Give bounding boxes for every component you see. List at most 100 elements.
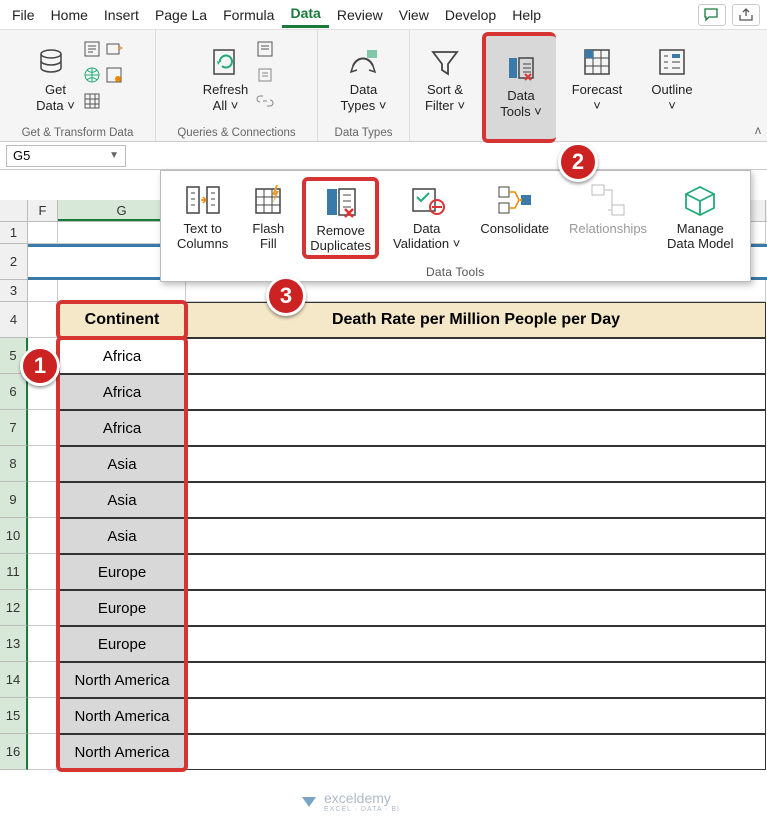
from-text-icon[interactable] [81,38,103,60]
menu-pagelayout[interactable]: Page La [147,3,215,27]
comments-icon[interactable] [698,4,726,26]
cell-g6[interactable]: Africa [58,374,186,410]
spreadsheet-grid: F G H 1 2 3 4 5 6 7 8 9 10 11 12 13 14 1… [0,200,767,821]
from-table-icon[interactable] [81,90,103,112]
text-to-columns-icon [183,181,223,219]
row-header[interactable]: 6 [0,374,28,410]
row-header[interactable]: 7 [0,410,28,446]
menu-formulas[interactable]: Formula [215,3,282,27]
sort-filter-label: Sort &Filter ˅ [425,82,465,113]
collapse-ribbon-icon[interactable]: ʌ [755,123,761,137]
group-forecast: Forecast˅ [558,30,636,141]
get-data-button[interactable]: GetData ˅ [30,34,81,124]
data-tools-button[interactable]: DataTools ˅ [494,40,548,130]
manage-data-model-label: ManageData Model [667,221,733,251]
flash-fill-icon [248,181,288,219]
data-tools-dropdown: Text toColumns FlashFill RemoveDuplicate… [160,170,751,282]
menu-data[interactable]: Data [282,1,328,28]
get-data-icon [37,44,73,80]
queries-icon[interactable] [254,38,276,60]
row-header[interactable]: 4 [0,302,28,338]
row-header[interactable]: 11 [0,554,28,590]
group-get-transform: GetData ˅ Get & Transform Data [0,30,156,141]
data-validation-label: DataValidation ˅ [393,221,460,251]
forecast-icon [579,44,615,80]
cell-g14[interactable]: North America [58,662,186,698]
chevron-down-icon[interactable]: ▼ [109,150,119,161]
menu-developer[interactable]: Develop [437,3,504,27]
name-box-value: G5 [13,148,30,163]
cell-g5[interactable]: Africa [58,338,186,374]
manage-data-model-button[interactable]: ManageData Model [661,177,739,255]
cell-g10[interactable]: Asia [58,518,186,554]
menu-view[interactable]: View [391,3,437,27]
refresh-all-label: RefreshAll ˅ [203,82,249,113]
properties-icon[interactable] [254,64,276,86]
cell-g7[interactable]: Africa [58,410,186,446]
row-headers: 1 2 3 4 5 6 7 8 9 10 11 12 13 14 15 16 [0,222,28,770]
cell-g11[interactable]: Europe [58,554,186,590]
existing-conn-icon[interactable] [103,64,125,86]
formula-bar: G5 ▼ [0,142,767,170]
row-header[interactable]: 13 [0,626,28,662]
consolidate-icon [495,181,535,219]
name-box[interactable]: G5 ▼ [6,145,126,167]
row-header[interactable]: 9 [0,482,28,518]
outline-button[interactable]: Outline˅ [645,34,698,124]
ribbon: GetData ˅ Get & Transform Data RefreshAl… [0,30,767,142]
menu-file[interactable]: File [4,3,43,27]
menu-help[interactable]: Help [504,3,549,27]
relationships-label: Relationships [569,221,647,236]
col-header-f[interactable]: F [28,200,58,221]
watermark-sub: EXCEL · DATA · BI [324,806,400,813]
data-types-icon [345,44,381,80]
remove-duplicates-button[interactable]: RemoveDuplicates [302,177,379,259]
row-header[interactable]: 8 [0,446,28,482]
data-tools-icon [503,50,539,86]
forecast-button[interactable]: Forecast˅ [566,34,629,124]
menu-bar: File Home Insert Page La Formula Data Re… [0,0,767,30]
row-header[interactable]: 3 [0,280,28,302]
consolidate-button[interactable]: Consolidate [474,177,555,240]
share-icon[interactable] [732,4,760,26]
select-all-corner[interactable] [0,200,28,221]
row-header[interactable]: 12 [0,590,28,626]
cell-g13[interactable]: Europe [58,626,186,662]
refresh-all-button[interactable]: RefreshAll ˅ [197,34,255,124]
flash-fill-button[interactable]: FlashFill [242,177,294,255]
consolidate-label: Consolidate [480,221,549,236]
flash-fill-label: FlashFill [252,221,284,251]
data-types-button[interactable]: DataTypes ˅ [335,34,393,124]
data-types-label: DataTypes ˅ [341,82,387,113]
row-header[interactable]: 10 [0,518,28,554]
group-datatypes: DataTypes ˅ Data Types [318,30,410,141]
menu-insert[interactable]: Insert [96,3,147,27]
cell-g8[interactable]: Asia [58,446,186,482]
menu-home[interactable]: Home [43,3,96,27]
data-validation-icon [407,181,447,219]
data-validation-button[interactable]: DataValidation ˅ [387,177,466,255]
cell-g12[interactable]: Europe [58,590,186,626]
menu-review[interactable]: Review [329,3,391,27]
cells-area[interactable]: Using SUMIF Continent Death Rate per Mil… [28,222,767,770]
row-header[interactable]: 2 [0,244,28,280]
relationships-button: Relationships [563,177,653,240]
cell-g9[interactable]: Asia [58,482,186,518]
group-queries: RefreshAll ˅ Queries & Connections [156,30,318,141]
watermark: exceldemy EXCEL · DATA · BI [300,790,400,813]
remove-duplicates-icon [321,183,361,221]
cell-g16[interactable]: North America [58,734,186,770]
row-header[interactable]: 15 [0,698,28,734]
cell-g15[interactable]: North America [58,698,186,734]
funnel-icon [427,44,463,80]
text-to-columns-button[interactable]: Text toColumns [171,177,234,255]
row-header[interactable]: 1 [0,222,28,244]
row-header[interactable]: 14 [0,662,28,698]
group-label-datatypes: Data Types [318,127,409,141]
recent-sources-icon[interactable] [103,38,125,60]
sort-filter-button[interactable]: Sort &Filter ˅ [419,34,471,124]
group-label-queries: Queries & Connections [156,127,317,141]
edit-links-icon[interactable] [254,90,276,112]
row-header[interactable]: 16 [0,734,28,770]
from-web-icon[interactable] [81,64,103,86]
